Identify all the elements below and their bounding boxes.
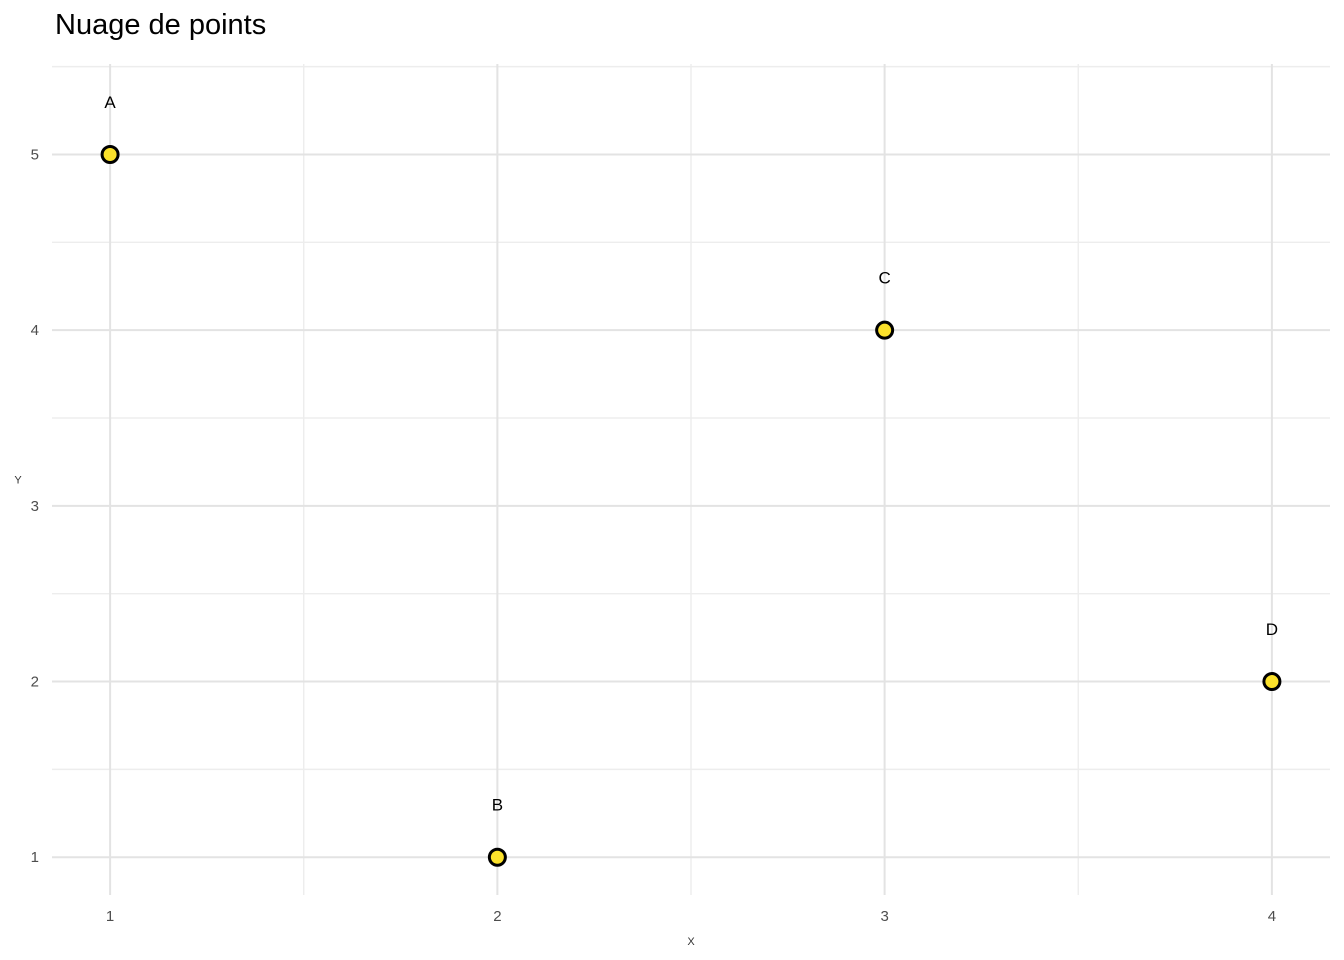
y-axis-title: Y: [14, 475, 22, 487]
data-point-C: [875, 320, 895, 340]
x-tick-label: 4: [1268, 908, 1276, 925]
x-tick-label: 1: [106, 908, 114, 925]
point-label-A: A: [104, 93, 116, 112]
data-point-B: [487, 847, 507, 867]
point-label-B: B: [492, 796, 503, 815]
y-tick-label: 5: [31, 146, 39, 163]
point-label-C: C: [878, 268, 890, 287]
y-tick-label: 4: [31, 322, 39, 339]
point-label-D: D: [1266, 620, 1278, 639]
x-tick-label: 2: [493, 908, 501, 925]
x-axis-title: X: [687, 936, 695, 948]
y-tick-label: 2: [31, 674, 39, 691]
data-point-D: [1262, 672, 1282, 692]
y-tick-label: 3: [31, 498, 39, 515]
data-point-A: [100, 144, 120, 164]
y-tick-label: 1: [31, 849, 39, 866]
x-tick-label: 3: [880, 908, 888, 925]
chart-title: Nuage de points: [55, 9, 267, 41]
